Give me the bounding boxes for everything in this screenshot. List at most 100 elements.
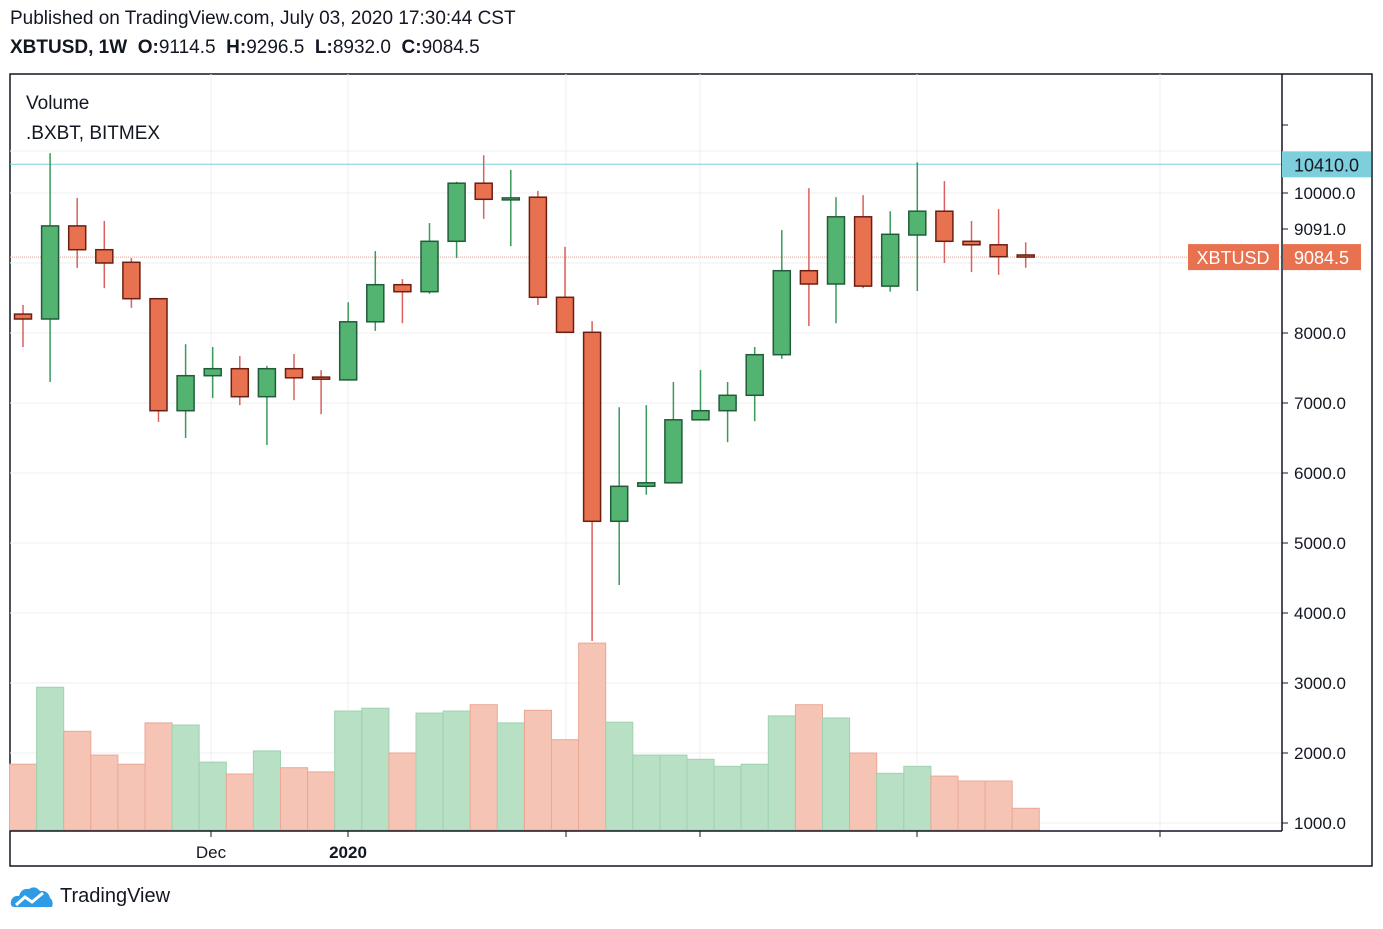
tradingview-logo[interactable]: TradingView bbox=[10, 883, 170, 909]
candle bbox=[989, 209, 1008, 275]
candle-body bbox=[826, 216, 846, 285]
candle bbox=[474, 155, 493, 219]
legend-indicator[interactable]: Volume bbox=[26, 93, 90, 114]
volume-bar bbox=[849, 752, 878, 831]
price-tick-label: 3000.0 bbox=[1294, 674, 1346, 693]
price-tick-label: 5000.0 bbox=[1294, 534, 1346, 553]
candle-body bbox=[664, 419, 683, 484]
candle bbox=[745, 347, 764, 422]
cloud-logo-icon bbox=[10, 887, 53, 907]
volume-bar bbox=[578, 642, 607, 831]
candle bbox=[284, 354, 304, 401]
close-label: C: bbox=[401, 37, 422, 58]
volume-bar bbox=[794, 704, 824, 831]
candle bbox=[420, 223, 439, 294]
volume-bar bbox=[469, 704, 498, 831]
volume-bars bbox=[9, 642, 1040, 831]
candle-body bbox=[284, 367, 304, 379]
volume-bar bbox=[252, 750, 281, 831]
last-price-label: 9084.5 bbox=[1294, 248, 1349, 268]
candle bbox=[40, 153, 60, 382]
volume-bar bbox=[1011, 807, 1040, 831]
candle-body bbox=[257, 367, 277, 398]
candle-body bbox=[989, 244, 1008, 258]
candle-body bbox=[745, 353, 764, 397]
candle bbox=[122, 258, 141, 308]
volume-bar bbox=[36, 686, 65, 831]
candle bbox=[149, 297, 168, 422]
candle-body bbox=[230, 367, 250, 398]
volume-bar bbox=[984, 780, 1013, 831]
time-tick-label: Dec bbox=[196, 843, 227, 862]
candle bbox=[366, 251, 385, 331]
candle bbox=[609, 407, 629, 585]
volume-bar bbox=[686, 758, 715, 831]
volume-bar bbox=[767, 715, 796, 831]
price-tick-label: 7000.0 bbox=[1294, 394, 1346, 413]
candle-body bbox=[691, 409, 710, 421]
candle-body bbox=[772, 269, 792, 356]
volume-bar bbox=[9, 763, 38, 831]
volume-bar bbox=[171, 724, 200, 831]
candle-body bbox=[637, 482, 656, 488]
close-value: 9084.5 bbox=[421, 37, 480, 58]
volume-bar bbox=[63, 730, 92, 831]
volume-bar bbox=[659, 754, 688, 831]
candle-body bbox=[880, 233, 900, 287]
candle-body bbox=[149, 297, 168, 412]
footer-brand: TradingView bbox=[60, 884, 171, 907]
candle-body bbox=[95, 248, 114, 264]
volume-bar bbox=[388, 752, 417, 831]
candle-body bbox=[853, 216, 873, 287]
candle bbox=[176, 344, 195, 438]
price-tick-label: 4000.0 bbox=[1294, 604, 1346, 623]
candle-body bbox=[962, 240, 981, 246]
candles bbox=[13, 153, 1035, 641]
ohlc-line: XBTUSD, 1W O:9114.5 H:9296.5 L:8932.0 C:… bbox=[10, 37, 480, 59]
candle-body bbox=[501, 197, 521, 201]
candle-body bbox=[555, 296, 575, 334]
volume-bar bbox=[822, 717, 851, 831]
price-tick-label: 1000.0 bbox=[1294, 814, 1346, 833]
candle-body bbox=[311, 376, 331, 380]
price-tick-label: 2000.0 bbox=[1294, 744, 1346, 763]
high-label: H: bbox=[226, 37, 247, 58]
candle-body bbox=[718, 394, 737, 412]
candle-body bbox=[799, 269, 819, 285]
volume-bar bbox=[442, 710, 471, 831]
candle-body bbox=[366, 283, 385, 323]
candle-body bbox=[40, 225, 60, 320]
price-tick-label: 6000.0 bbox=[1294, 464, 1346, 483]
symbol-badge bbox=[1188, 244, 1279, 271]
candle-body bbox=[67, 225, 87, 251]
candle bbox=[582, 321, 602, 641]
candle-body bbox=[13, 313, 33, 320]
candle bbox=[447, 181, 466, 259]
candle bbox=[853, 195, 873, 289]
candle bbox=[799, 188, 819, 326]
candle-body bbox=[582, 331, 602, 523]
candle bbox=[67, 197, 87, 268]
open-label: O: bbox=[137, 37, 159, 58]
volume-bar bbox=[876, 772, 905, 831]
legend-source: .BXBT, BITMEX bbox=[26, 123, 161, 144]
symbol-badge-label: XBTUSD bbox=[1196, 248, 1269, 268]
open-value: 9114.5 bbox=[158, 37, 216, 58]
volume-bar bbox=[117, 763, 146, 831]
volume-bar bbox=[415, 712, 444, 831]
candle-body bbox=[122, 261, 141, 300]
candle bbox=[528, 190, 548, 305]
low-label: L: bbox=[314, 37, 333, 58]
candle bbox=[880, 211, 900, 292]
candle-body bbox=[176, 374, 195, 412]
high-value: 9296.5 bbox=[246, 37, 305, 58]
candle bbox=[908, 162, 927, 291]
published-line: Published on TradingView.com, July 03, 2… bbox=[10, 8, 516, 29]
candle bbox=[230, 356, 250, 406]
candle bbox=[935, 181, 954, 263]
candle-body bbox=[609, 485, 629, 523]
candle bbox=[1016, 242, 1035, 268]
volume-bar bbox=[740, 763, 769, 831]
volume-bar bbox=[334, 710, 363, 831]
